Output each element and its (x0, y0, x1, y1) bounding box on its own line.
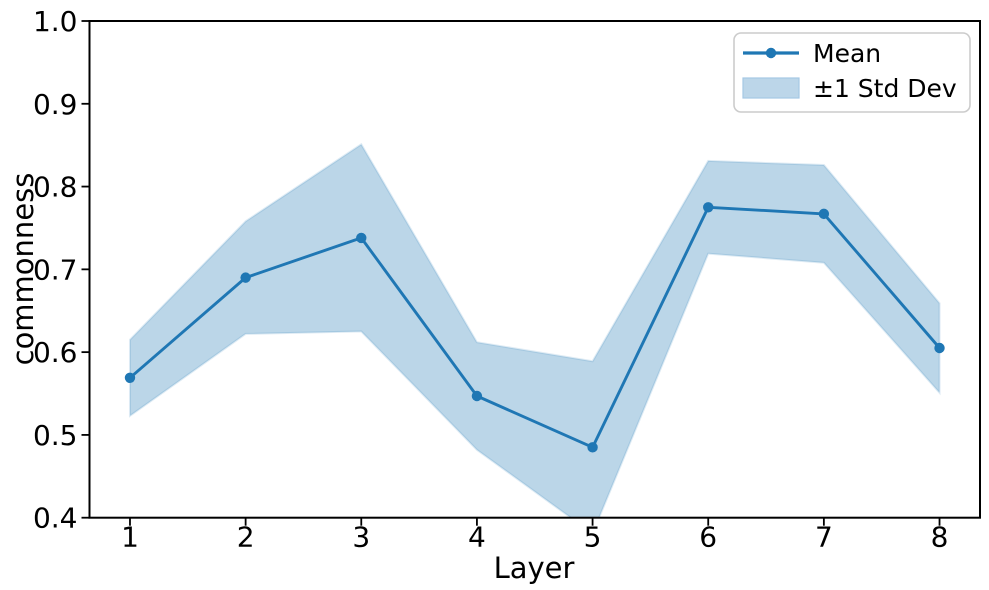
data-point-marker (240, 272, 251, 283)
x-tick-label: 6 (699, 521, 717, 554)
x-tick-label: 5 (584, 521, 602, 554)
x-axis-label: Layer (494, 551, 575, 585)
x-tick-label: 4 (468, 521, 486, 554)
y-tick-label: 0.8 (33, 171, 78, 204)
mean-line (129, 205, 941, 449)
y-tick-label: 1.0 (33, 5, 78, 38)
data-point-marker (934, 342, 945, 354)
data-point-marker (818, 208, 830, 220)
std-band (128, 142, 941, 518)
data-point-marker (356, 232, 367, 244)
legend-band-swatch (742, 77, 800, 99)
plot-border (88, 20, 981, 519)
legend-label-mean: Mean (813, 39, 881, 68)
x-tick-label: 2 (237, 521, 255, 554)
legend-label-std-band: ±1 Std Dev (813, 74, 957, 103)
y-axis-label: commonness (6, 173, 40, 366)
y-tick-label: 0.5 (33, 419, 78, 452)
data-point-marker (703, 202, 714, 213)
y-tick-label: 0.9 (33, 88, 78, 121)
legend: Mean ±1 Std Dev (733, 32, 971, 113)
x-tick-label: 1 (121, 521, 139, 554)
y-tick-label: 0.4 (33, 502, 78, 535)
x-tick-label: 7 (815, 521, 833, 554)
x-tick-label: 8 (931, 521, 949, 554)
y-tick-label: 0.7 (33, 253, 78, 286)
data-point-marker (124, 372, 136, 383)
legend-mean-marker (765, 47, 777, 59)
x-tick-label: 3 (352, 521, 370, 554)
y-tick-label: 0.6 (33, 336, 78, 369)
data-point-marker (587, 442, 598, 453)
data-point-marker (471, 390, 483, 402)
